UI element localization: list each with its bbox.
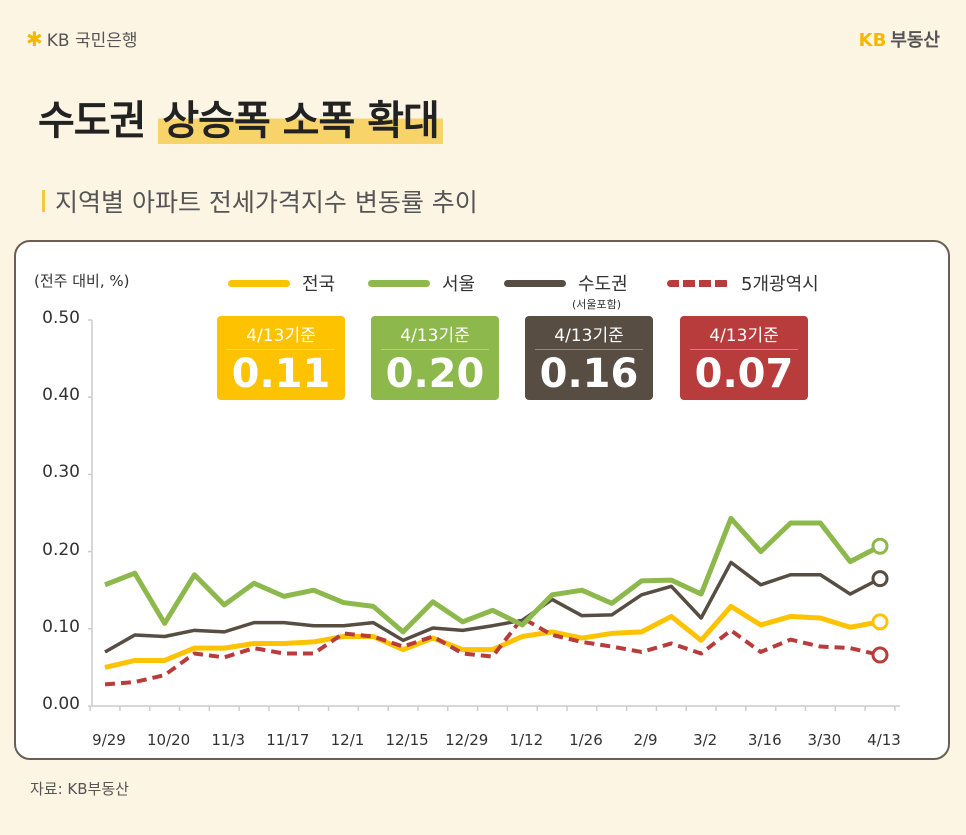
source-note: 자료: KB부동산 [30, 780, 129, 798]
badge-date: 4/13기준 [227, 316, 335, 350]
y-tick-label: 0.30 [42, 462, 80, 483]
x-tick-label: 11/3 [211, 731, 246, 749]
y-tick-label: 0.50 [42, 308, 80, 328]
legend-swatch [368, 279, 430, 287]
badge-date: 4/13기준 [690, 316, 798, 350]
title-highlight: 상승폭 소폭 확대 [158, 98, 443, 144]
badge-value: 0.11 [231, 351, 331, 397]
y-tick-label: 0.00 [42, 694, 80, 714]
subtitle-bar [42, 190, 45, 212]
brand-name: 부동산 [890, 30, 940, 51]
y-tick-label: 0.10 [42, 616, 80, 637]
kb-real-estate-logo: KB 부동산 [859, 26, 940, 52]
x-tick-label: 3/30 [807, 731, 842, 749]
series-end-marker-3 [871, 570, 889, 588]
legend-label: 전국 [302, 274, 336, 295]
x-tick-label: 3/2 [693, 731, 718, 749]
badge-metro5: 4/13기준 0.07 [680, 316, 808, 400]
badge-value: 0.20 [385, 351, 485, 397]
x-tick-label: 12/15 [385, 731, 429, 749]
x-tick-label: 11/17 [266, 731, 310, 749]
legend-item-metro5: 5개광역시 [667, 270, 819, 296]
kb-kookmin-bank-logo: ✱ KB 국민은행 [26, 26, 138, 52]
subtitle-text: 지역별 아파트 전세가격지수 변동률 추이 [55, 188, 478, 217]
legend-swatch [667, 279, 729, 287]
legend-item-capital: 수도권 [504, 270, 628, 296]
x-tick-label: 12/29 [445, 731, 489, 749]
title-plain: 수도권 [38, 98, 146, 144]
badge-date: 4/13기준 [381, 316, 489, 350]
x-tick-label: 9/29 [92, 731, 126, 749]
x-tick-label: 1/26 [569, 731, 603, 749]
x-tick-label: 1/12 [509, 731, 544, 749]
series-line-2 [104, 515, 882, 635]
badge-capital: 4/13기준 0.16 [525, 316, 653, 400]
legend-label: 서울 [442, 274, 476, 295]
y-tick-label: 0.20 [42, 539, 80, 560]
badge-value: 0.16 [539, 351, 639, 397]
series-line-4 [104, 615, 881, 687]
x-tick-label: 12/1 [330, 731, 365, 749]
series-line-1 [104, 603, 881, 670]
badge-date: 4/13기준 [535, 316, 643, 350]
x-tick-label: 4/13 [867, 731, 901, 749]
x-tick-label: 3/16 [747, 731, 782, 749]
legend-item-seoul: 서울 [368, 270, 475, 296]
series-line-3 [104, 560, 881, 654]
legend-swatch [504, 279, 566, 287]
x-tick-label: 10/20 [146, 731, 191, 749]
legend-label: 5개광역시 [741, 274, 819, 295]
x-tick-label: 2/9 [633, 731, 658, 749]
kb-star-icon: ✱ [26, 26, 43, 51]
legend-note: (서울포함) [572, 298, 622, 311]
page-title: 수도권 상승폭 소폭 확대 [38, 88, 443, 146]
badge-value: 0.07 [694, 351, 794, 397]
badge-national: 4/13기준 0.11 [217, 316, 345, 400]
legend-item-national: 전국 [228, 270, 335, 296]
bank-logo-text: KB 국민은행 [46, 31, 138, 51]
legend-swatch [228, 279, 290, 287]
series-end-marker-2 [871, 537, 889, 555]
series-end-marker-4 [871, 646, 889, 664]
legend-label: 수도권 [578, 274, 628, 295]
page-subtitle: 지역별 아파트 전세가격지수 변동률 추이 [42, 183, 478, 219]
y-axis-unit: (전주 대비, %) [34, 272, 130, 290]
brand-kb: KB [858, 30, 887, 51]
series-end-marker-1 [871, 613, 889, 631]
badge-seoul: 4/13기준 0.20 [371, 316, 499, 400]
y-tick-label: 0.40 [42, 385, 80, 406]
